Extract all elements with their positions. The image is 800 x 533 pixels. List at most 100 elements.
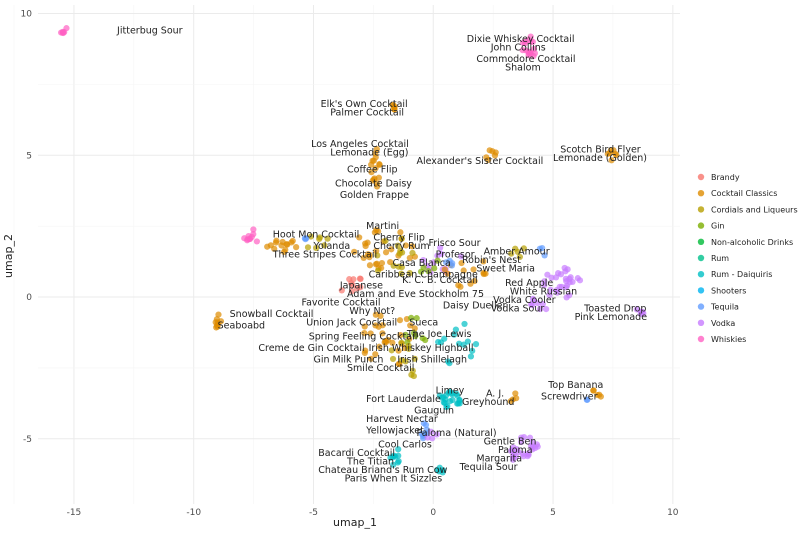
data-point (536, 245, 543, 252)
data-point (524, 453, 531, 460)
data-point (597, 393, 604, 400)
data-point (590, 387, 597, 394)
data-point (530, 45, 538, 53)
data-point (217, 318, 225, 325)
data-point (539, 300, 546, 308)
point-label: Paloma (Natural) (416, 428, 496, 439)
point-label: The Joe Lewis (406, 329, 472, 340)
data-point (516, 253, 523, 261)
data-point (434, 257, 441, 264)
data-point (357, 284, 364, 291)
grid-lines (13, 5, 680, 504)
point-label: Robin's Nest (462, 255, 521, 266)
data-point (389, 454, 396, 461)
data-point (356, 234, 363, 241)
data-point (367, 355, 375, 362)
data-point (434, 466, 441, 474)
data-point (541, 252, 548, 259)
data-point (480, 258, 487, 265)
data-point (389, 355, 397, 363)
point-label: Limey (436, 386, 465, 397)
point-label: Chateau Briand's Rum Cow (318, 465, 447, 476)
data-point (372, 311, 379, 318)
point-label: Frisco Sour (428, 238, 480, 249)
data-point (556, 283, 563, 291)
legend-swatch (697, 287, 705, 294)
point-label: Vodka Sour (491, 303, 545, 314)
point-label: Irish Whiskey Highball (369, 343, 474, 354)
data-point (374, 267, 382, 274)
data-point (467, 280, 474, 287)
point-label: Golden Frappe (340, 190, 409, 201)
point-label: Why Not? (349, 306, 395, 317)
data-point (281, 248, 288, 256)
data-point (370, 176, 378, 183)
data-point (351, 248, 358, 255)
data-point (382, 237, 389, 244)
point-label: Scotch Bird Flyer (560, 145, 641, 156)
data-point (422, 421, 430, 429)
data-point (448, 262, 455, 269)
data-point (398, 357, 405, 364)
data-point (440, 399, 447, 406)
data-point (546, 292, 553, 299)
data-point (398, 270, 405, 277)
data-point (547, 286, 554, 293)
data-point (398, 235, 405, 242)
data-point (518, 438, 525, 446)
x-tick-label: -15 (67, 508, 82, 518)
data-point (483, 154, 490, 161)
data-point (458, 253, 465, 260)
data-point (382, 337, 389, 345)
legend-swatch (697, 319, 705, 326)
data-point (408, 314, 415, 321)
data-point (390, 262, 397, 269)
data-point (606, 150, 613, 157)
data-point (469, 347, 476, 354)
y-tick-label: 0 (26, 293, 32, 303)
point-label: Martini (366, 221, 399, 232)
legend-entry: Rum (711, 254, 729, 263)
point-label: The Titian (346, 456, 394, 467)
data-point (398, 339, 405, 346)
legend-entry: Tequila (710, 303, 739, 312)
data-point (461, 320, 468, 328)
legend-entry: Shooters (711, 286, 746, 295)
data-point (350, 276, 357, 283)
point-label: Cherry Flip (373, 232, 425, 243)
data-point (420, 256, 427, 264)
data-point (439, 469, 446, 476)
y-tick-label: -5 (23, 435, 32, 445)
point-label: Vodka Cooler (493, 295, 556, 306)
data-point (376, 343, 383, 350)
point-label: Union Jack Cocktail (306, 318, 397, 329)
legend-entry: Cordials and Liqueurs (711, 205, 798, 214)
data-point (313, 244, 320, 252)
data-point (321, 242, 328, 249)
data-point (449, 396, 456, 404)
data-point (529, 444, 536, 451)
data-point (467, 353, 475, 360)
data-point (402, 242, 409, 249)
point-label: Yolanda (312, 241, 350, 252)
data-point (508, 250, 515, 257)
point-label: Margarita (476, 454, 522, 465)
point-label: Greyhound (462, 397, 514, 408)
data-point (360, 254, 367, 262)
point-label: Elk's Own Cocktail (321, 99, 408, 110)
point-label: Spring Feeling Cocktail (309, 332, 418, 343)
data-point (409, 249, 416, 257)
data-point (278, 242, 285, 249)
data-point (422, 336, 429, 344)
data-point (566, 292, 573, 299)
data-point (433, 431, 440, 438)
data-point (378, 259, 386, 267)
data-point (438, 250, 445, 258)
legend-swatch (697, 303, 705, 310)
axis-tick-labels: -15 -10 -5 0 5 10 -5 0 5 10 (21, 10, 679, 518)
data-point (289, 237, 296, 245)
data-point (410, 372, 417, 380)
point-label: Lemonade (Golden) (553, 153, 647, 164)
point-label: Gauguin (414, 405, 454, 416)
data-point (389, 339, 396, 346)
